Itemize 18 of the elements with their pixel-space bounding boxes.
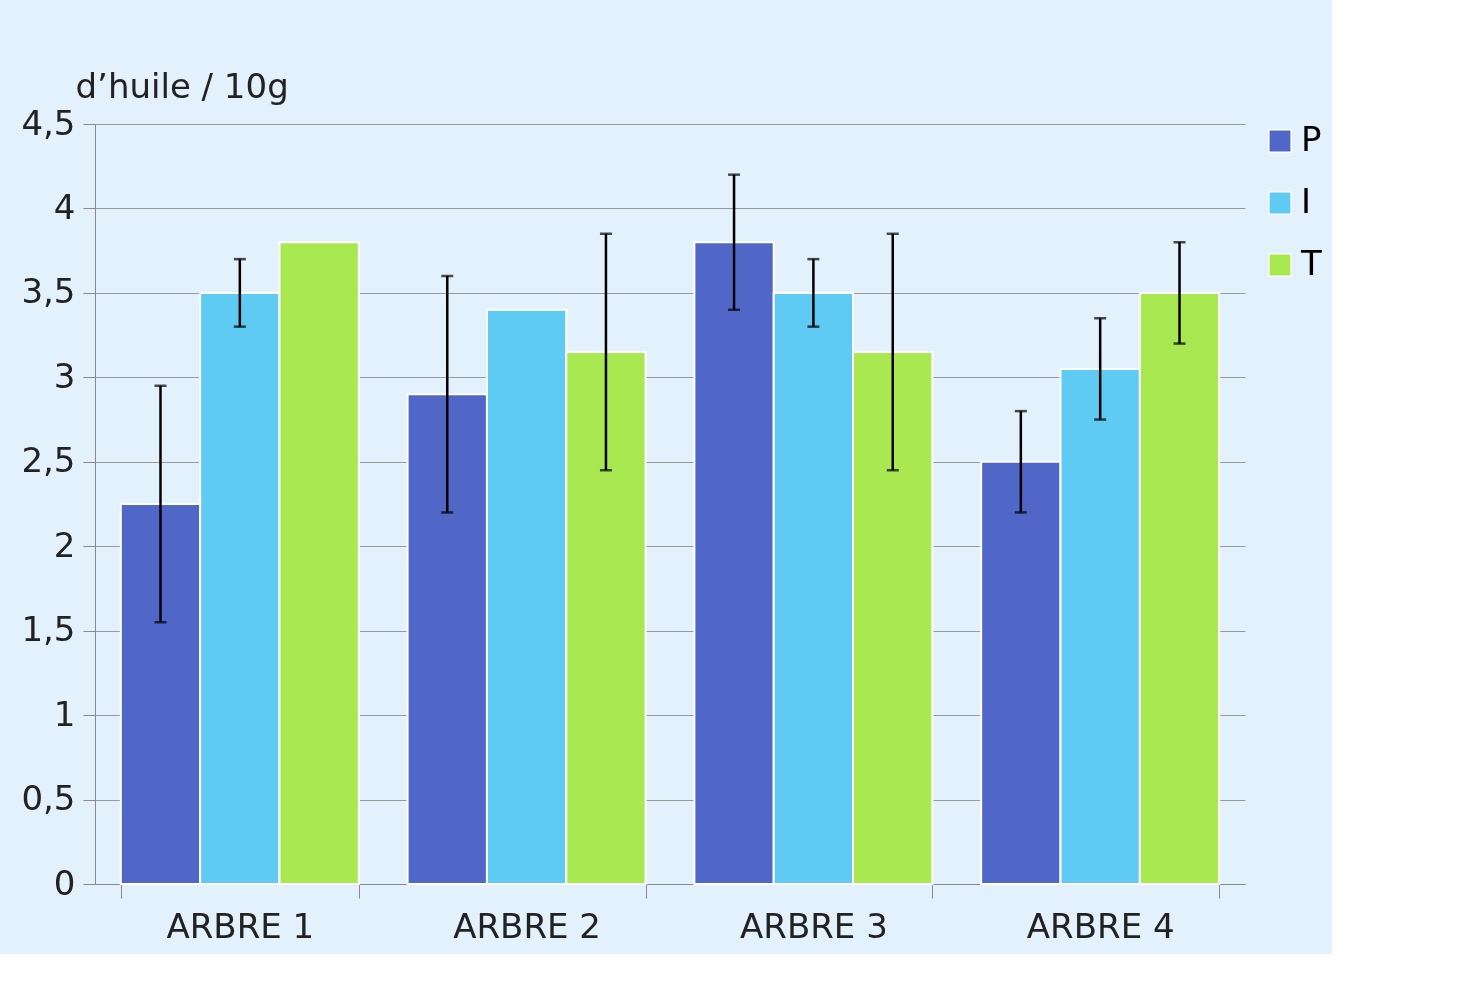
legend-label: I	[1301, 181, 1312, 221]
y-tick-label: 4	[53, 186, 76, 227]
y-tick-label: 4,5	[21, 102, 76, 143]
y-tick-label: 0	[53, 862, 76, 903]
legend-label: P	[1301, 119, 1322, 159]
y-tick-label: 0,5	[21, 778, 76, 819]
y-tick-label: 3,5	[21, 271, 76, 312]
x-tick-label: ARBRE 2	[453, 905, 601, 946]
legend-label: T	[1300, 243, 1322, 283]
x-tick-label: ARBRE 4	[1026, 905, 1175, 946]
y-tick-label: 1,5	[21, 609, 76, 650]
y-tick-label: 2,5	[21, 440, 76, 481]
y-tick-label: 2	[53, 524, 76, 565]
x-tick-label: ARBRE 1	[166, 905, 315, 946]
x-tick-label: ARBRE 3	[740, 905, 888, 946]
y-tick-label: 1	[53, 693, 76, 734]
y-tick-label: 3	[53, 355, 76, 396]
y-axis-title: d’huile / 10g	[75, 65, 289, 106]
